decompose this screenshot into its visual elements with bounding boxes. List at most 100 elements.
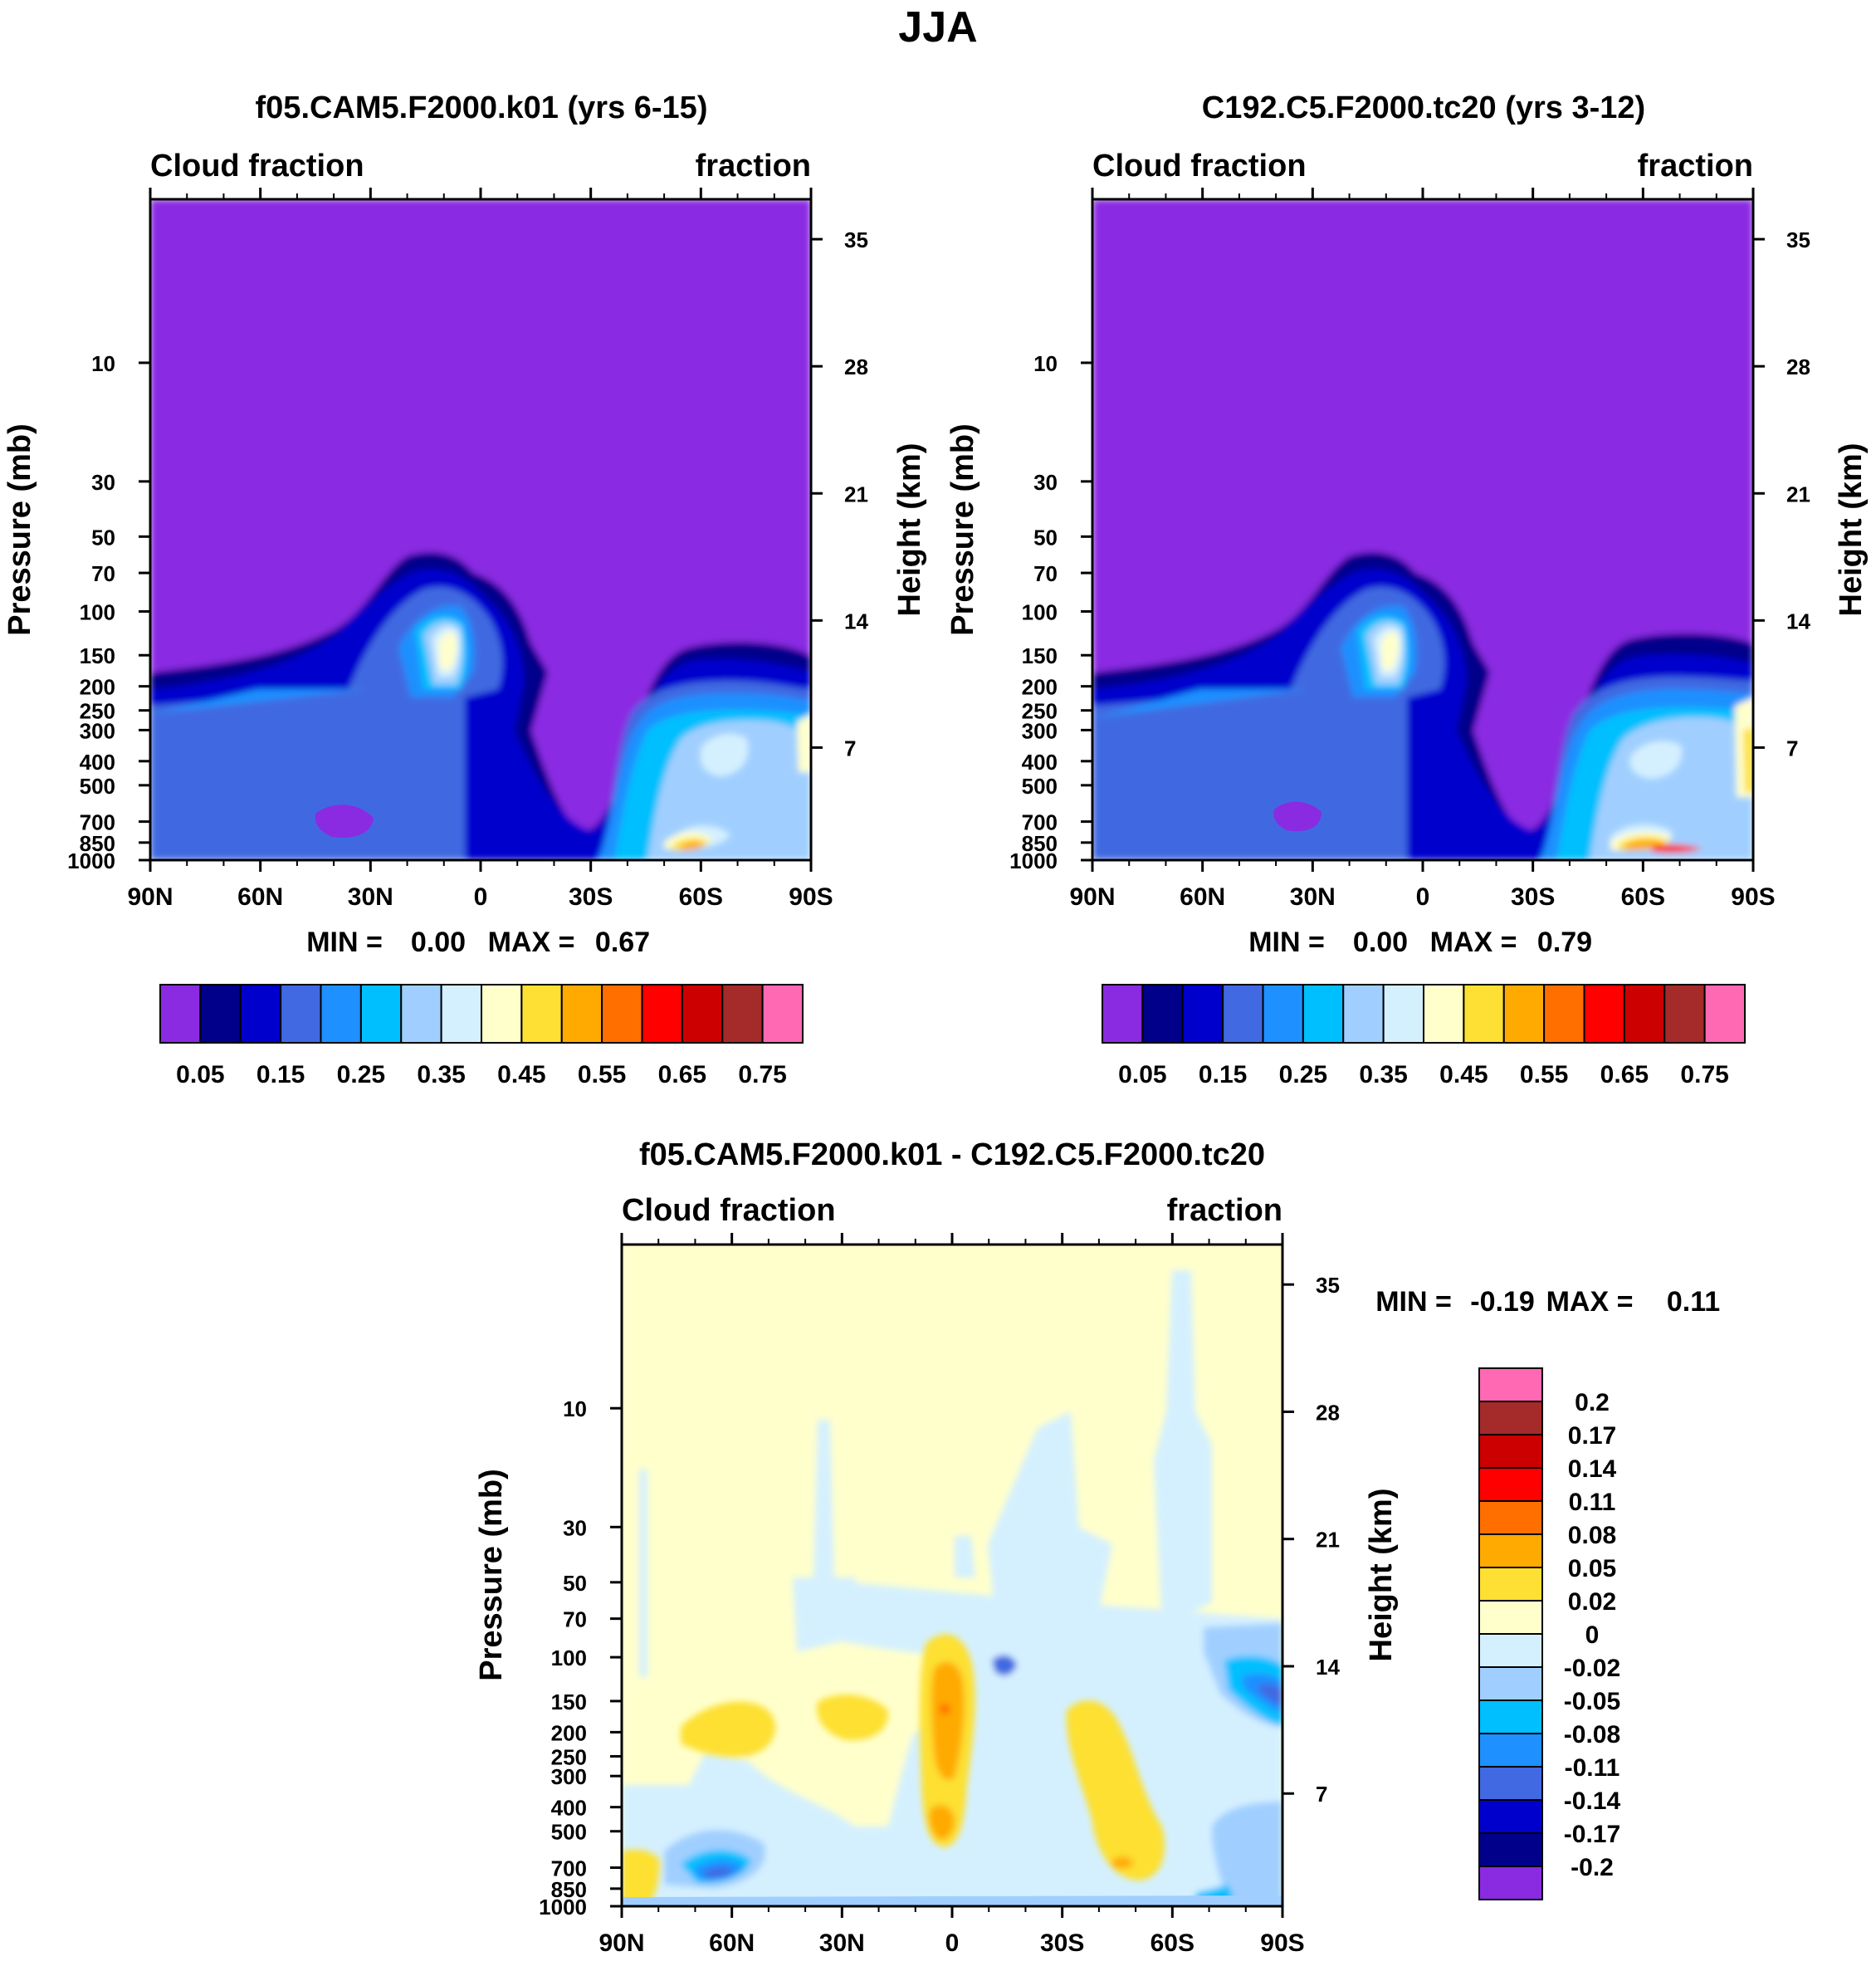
panel-c-min: -0.19 [1470, 1286, 1535, 1318]
panel-a-ytick-label: 300 [80, 718, 115, 743]
panel-c-fill-pos-45s-core [1112, 1856, 1134, 1869]
panel-c-fill-neg-plume-2 [988, 1411, 1112, 1652]
panel-b-ytick-label: 150 [1022, 643, 1058, 668]
panel-a-colorbar: 0.05 0.15 0.25 0.35 0.45 0.55 0.65 0.75 [159, 984, 804, 1088]
panel-c-colorbar-label: -0.02 [1564, 1655, 1620, 1682]
panel-a-colorbar-box [681, 984, 724, 1044]
panel-a-fill-level-6 [423, 620, 811, 860]
panel-b-ytick-label: 1000 [1009, 849, 1058, 873]
panel-c-colorbar-box [1478, 1500, 1543, 1535]
panel-b-fill-low-pocket [1273, 801, 1322, 832]
panel-b-title: C192.C5.F2000.tc20 (yrs 3-12) [1202, 90, 1645, 125]
panel-a-left-label: Cloud fraction [150, 149, 364, 183]
panel-c-max-label: MAX = [1546, 1286, 1634, 1318]
panel-b-colorbar-box [1663, 984, 1706, 1044]
panel-c-right-label: fraction [1167, 1193, 1282, 1228]
panel-b-right-label: fraction [1638, 149, 1753, 183]
panel-c-ytick-label: 10 [563, 1396, 587, 1421]
panel-c-colorbar-box [1478, 1434, 1543, 1469]
panel-c-colorbar-box [1478, 1367, 1543, 1402]
panel-b-colorbar-box [1583, 984, 1625, 1044]
panel-c-colorbar-box [1478, 1866, 1543, 1900]
panel-b-colorbar-label: 0.45 [1439, 1061, 1488, 1088]
panel-a-xtick-label: 30N [348, 883, 393, 911]
panel-a-colorbar-label: 0.35 [417, 1061, 465, 1088]
panel-a-colorbar-label: 0.45 [497, 1061, 545, 1088]
panel-b-colorbar-label: 0.75 [1680, 1061, 1728, 1088]
panel-a-colorbar-box [280, 984, 322, 1044]
panel-b-min: 0.00 [1353, 927, 1408, 958]
panel-c-ylabel-right: Height (km) [1364, 1489, 1399, 1662]
panel-a-ylabel: Pressure (mb) [2, 423, 37, 636]
panel-a-ytick-label: 150 [80, 643, 115, 668]
panel-b-colorbar-label: 0.65 [1600, 1061, 1649, 1088]
panel-a-colorbar-box [601, 984, 643, 1044]
panel-c-xtick-label: 90N [598, 1929, 644, 1957]
panel-c-ytick-label: 100 [551, 1646, 587, 1670]
panel-c-colorbar-box [1478, 1733, 1543, 1768]
panel-a-colorbar-box [560, 984, 603, 1044]
panel-b: C192.C5.F2000.tc20 (yrs 3-12) Cloud frac… [945, 90, 1869, 1088]
panel-b-min-label: MIN = [1248, 927, 1325, 958]
panel-c-ytick-right-label: 14 [1316, 1655, 1340, 1680]
panel-b-ylabel-right: Height (km) [1834, 443, 1869, 617]
panel-c-ytick-label: 200 [551, 1720, 587, 1745]
panel-b-colorbar-label: 0.05 [1118, 1061, 1166, 1088]
panel-a-colorbar-box [440, 984, 482, 1044]
panel-a-fill-level-10 [681, 841, 706, 851]
panel-c-ytick-label: 700 [551, 1856, 587, 1881]
panel-c-ytick-right-label: 7 [1316, 1782, 1327, 1807]
panel-b-colorbar-label: 0.25 [1279, 1061, 1327, 1088]
panel-a-ytick-label: 400 [80, 750, 115, 775]
panel-c-axes: 90N 60N 30N 0 30S 60S 90S103050701001502002503… [539, 1233, 1340, 1957]
panel-a-colorbar-box [320, 984, 362, 1044]
panel-c-colorbar-box [1478, 1832, 1543, 1867]
panel-c-ylabel: Pressure (mb) [474, 1469, 509, 1681]
panel-b-fill-level-11 [1652, 844, 1702, 853]
panel-b-fill-level-6 [1365, 620, 1753, 860]
panel-c-xtick-label: 0 [945, 1929, 960, 1957]
panel-b-field [1092, 199, 1753, 860]
panel-c-colorbar-label: -0.11 [1565, 1754, 1620, 1782]
panel-c-colorbar-label: 0.14 [1568, 1455, 1617, 1483]
panel-a-max: 0.67 [595, 927, 650, 958]
panel-c-colorbar-box [1478, 1633, 1543, 1668]
panel-b-xtick-label: 90N [1069, 883, 1115, 911]
panel-c-fill-pos-30n [817, 1695, 889, 1741]
panel-a-xtick-label: 30S [569, 883, 613, 911]
panel-c-colorbar-label: -0.2 [1571, 1854, 1614, 1881]
panel-a-field [150, 199, 811, 860]
panel-b-ytick-label: 250 [1022, 699, 1058, 724]
panel-c-xtick-label: 60N [709, 1929, 755, 1957]
panel-b-colorbar: 0.05 0.15 0.25 0.35 0.45 0.55 0.65 0.75 [1102, 984, 1746, 1088]
panel-a-ytick-label: 10 [91, 351, 115, 376]
panel-c-colorbar-box [1478, 1533, 1543, 1568]
panel-a-colorbar-box [520, 984, 563, 1044]
panel-a-min: 0.00 [411, 927, 466, 958]
panel-c-ytick-right-label: 28 [1316, 1400, 1340, 1425]
panel-a-title: f05.CAM5.F2000.k01 (yrs 6-15) [256, 90, 708, 125]
panel-a-ytick-right-label: 7 [844, 736, 856, 760]
panel-b-ytick-right-label: 7 [1786, 736, 1798, 760]
panel-c-ytick-right-label: 21 [1316, 1528, 1340, 1553]
panel-c-colorbar-box [1478, 1467, 1543, 1502]
panel-a-ytick-label: 500 [80, 774, 115, 799]
panel-c-colorbar-box [1478, 1766, 1543, 1801]
panel-c-fill-neg-plume-5 [639, 1470, 647, 1677]
panel-c-ytick-right-label: 35 [1316, 1273, 1340, 1298]
panel-a-xtick-label: 90S [789, 883, 833, 911]
panel-c-colorbar-box [1478, 1600, 1543, 1635]
panel-a-min-label: MIN = [306, 927, 383, 958]
panel-b-colorbar-box [1703, 984, 1746, 1044]
panel-a-colorbar-box [359, 984, 403, 1044]
panel-a-ytick-label: 1000 [67, 849, 115, 873]
panel-c-colorbar-label: -0.14 [1564, 1787, 1621, 1815]
panel-c-colorbar-label: -0.05 [1564, 1688, 1620, 1715]
figure-title: JJA [898, 3, 977, 51]
panel-b-ytick-label: 500 [1022, 774, 1058, 799]
panel-a-fill-low-pocket [315, 804, 374, 839]
panel-c-title: f05.CAM5.F2000.k01 - C192.C5.F2000.tc20 [639, 1137, 1265, 1172]
panel-c-colorbar-box [1478, 1567, 1543, 1602]
panel-c-colorbar-label: 0.11 [1569, 1489, 1616, 1516]
